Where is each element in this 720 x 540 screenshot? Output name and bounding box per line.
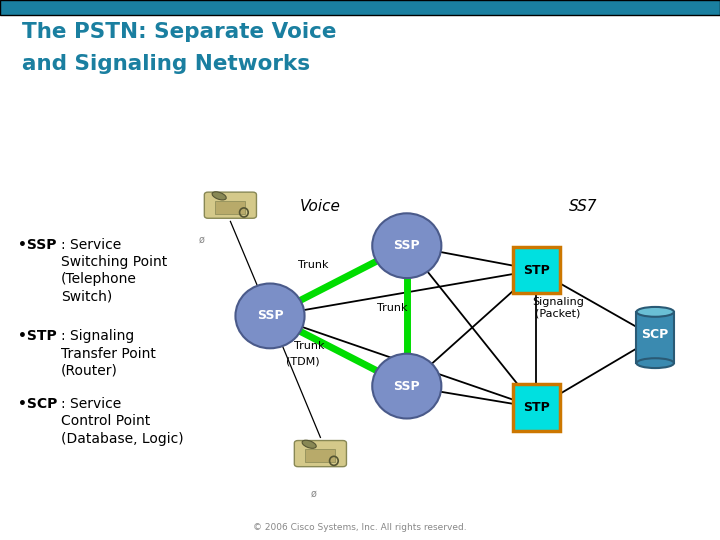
FancyBboxPatch shape [305, 449, 336, 462]
FancyBboxPatch shape [513, 247, 560, 293]
FancyBboxPatch shape [215, 201, 246, 213]
FancyBboxPatch shape [636, 312, 674, 363]
Text: SSP: SSP [257, 309, 283, 322]
Ellipse shape [636, 307, 674, 317]
FancyBboxPatch shape [204, 192, 256, 218]
Text: : Service
Control Point
(Database, Logic): : Service Control Point (Database, Logic… [61, 397, 184, 445]
Text: SCP: SCP [642, 328, 669, 341]
Text: : Signaling
Transfer Point
(Router): : Signaling Transfer Point (Router) [61, 329, 156, 378]
Ellipse shape [235, 284, 305, 348]
Text: ø: ø [310, 489, 316, 499]
Text: Trunk: Trunk [377, 303, 408, 313]
Text: •SSP: •SSP [18, 238, 56, 252]
Text: STP: STP [523, 264, 550, 276]
FancyBboxPatch shape [513, 384, 560, 431]
Text: ø: ø [199, 235, 204, 245]
Text: •SCP: •SCP [18, 397, 58, 411]
Ellipse shape [372, 213, 441, 278]
Text: SS7: SS7 [569, 199, 598, 214]
Text: (TDM): (TDM) [286, 357, 319, 367]
Text: Trunk: Trunk [298, 260, 328, 269]
Ellipse shape [372, 354, 441, 418]
Text: : Service
Switching Point
(Telephone
Switch): : Service Switching Point (Telephone Swi… [61, 238, 168, 303]
Text: Trunk: Trunk [294, 341, 325, 350]
Text: •STP: •STP [18, 329, 57, 343]
Text: SSP: SSP [394, 380, 420, 393]
Text: Voice: Voice [300, 199, 341, 214]
Ellipse shape [212, 192, 226, 200]
Text: STP: STP [523, 401, 550, 414]
Ellipse shape [636, 358, 674, 368]
Ellipse shape [302, 440, 316, 448]
Text: SSP: SSP [394, 239, 420, 252]
FancyBboxPatch shape [294, 441, 346, 467]
Text: The PSTN: Separate Voice: The PSTN: Separate Voice [22, 22, 336, 42]
Text: and Signaling Networks: and Signaling Networks [22, 54, 310, 74]
Text: © 2006 Cisco Systems, Inc. All rights reserved.: © 2006 Cisco Systems, Inc. All rights re… [253, 523, 467, 532]
Text: Signaling
(Packet): Signaling (Packet) [532, 297, 584, 319]
FancyBboxPatch shape [0, 0, 720, 15]
